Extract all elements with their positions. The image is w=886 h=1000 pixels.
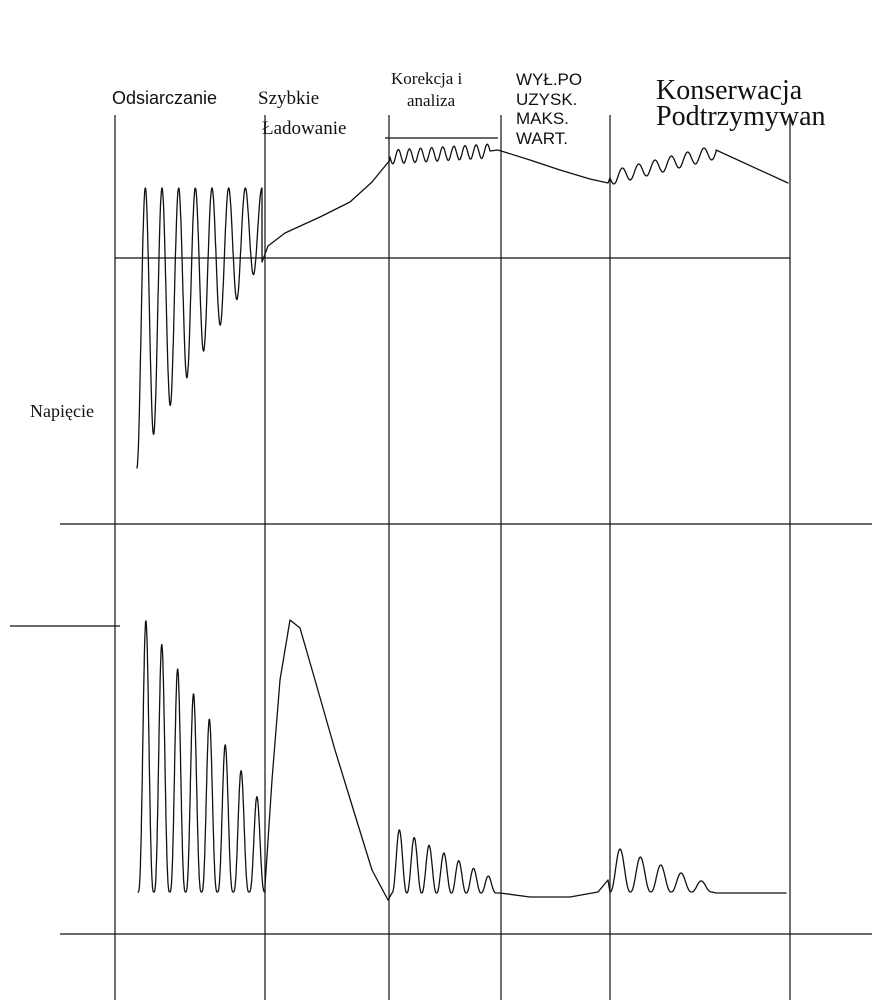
phase-label-maintenance: Konserwacja Podtrzymywan xyxy=(656,75,826,132)
phase-label-cutoff-line4: WART. xyxy=(516,128,568,148)
voltage-waveform xyxy=(136,143,789,469)
phase-label-correction-line1: Korekcja i xyxy=(391,69,463,88)
current-waveform xyxy=(137,619,787,901)
phase-label-desulfation: Odsiarczanie xyxy=(112,88,218,108)
phase-label-maintenance-line2: Podtrzymywan xyxy=(656,100,826,132)
phase-label-cutoff-line2: UZYSK. xyxy=(516,89,578,109)
phase-label-fast-charge-line2: Ładowanie xyxy=(262,118,347,139)
phase-label-correction-line2: analiza xyxy=(407,91,456,110)
phase-label-cutoff: WYŁ.PO UZYSK. MAKS. WART. xyxy=(516,70,582,148)
phase-label-cutoff-line1: WYŁ.PO xyxy=(516,70,583,89)
axis-label-voltage: Napięcie xyxy=(30,401,94,421)
phase-label-fast-charge-line1: Szybkie xyxy=(258,88,320,109)
phase-label-cutoff-line3: MAKS. xyxy=(516,109,569,129)
phase-label-maintenance-line1: Konserwacja xyxy=(656,75,803,106)
